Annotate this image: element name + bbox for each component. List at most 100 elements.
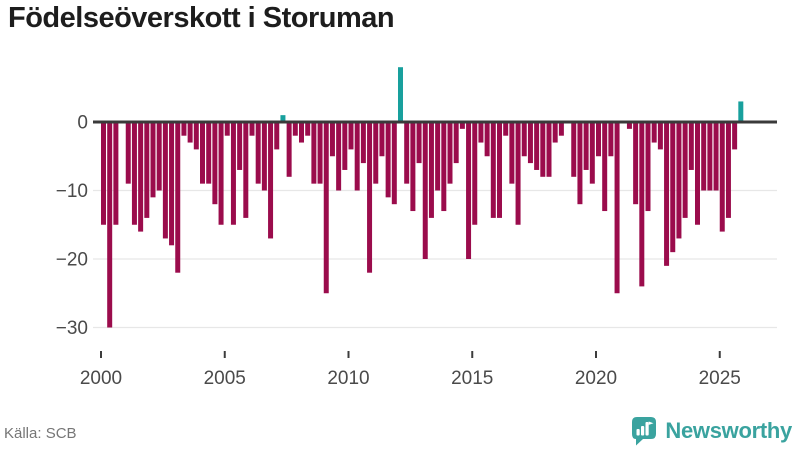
bar-2009-Q1: [323, 122, 329, 294]
bar-2025-Q2: [725, 122, 731, 218]
bar-2018-Q1: [546, 122, 552, 177]
bar-2024-Q4: [713, 122, 719, 191]
bar-2003-Q2: [181, 122, 187, 136]
bar-2005-Q2: [230, 122, 236, 225]
source-text: Källa: SCB: [4, 425, 77, 442]
bar-2011-Q3: [385, 122, 391, 198]
bar-2010-Q3: [360, 122, 366, 164]
bar-2008-Q4: [317, 122, 323, 184]
bar-2020-Q3: [608, 122, 614, 157]
bar-2014-Q3: [459, 122, 465, 129]
bar-2001-Q3: [138, 122, 144, 232]
x-axis-label: 2020: [575, 368, 617, 389]
bar-2007-Q3: [286, 122, 292, 177]
bar-2016-Q1: [497, 122, 502, 218]
bar-2011-Q4: [391, 122, 397, 205]
bar-2014-Q2: [453, 122, 459, 164]
brand-name: Newsworthy: [665, 418, 792, 443]
y-axis-label: −10: [56, 181, 88, 202]
bar-2023-Q2: [676, 122, 682, 239]
bar-2020-Q1: [596, 122, 601, 157]
bar-2005-Q3: [237, 122, 243, 170]
bar-2008-Q1: [299, 122, 304, 143]
bar-2012-Q3: [410, 122, 416, 212]
bar-2002-Q3: [162, 122, 168, 239]
bar-2015-Q4: [490, 122, 496, 218]
bar-2021-Q3: [633, 122, 639, 205]
bar-2006-Q3: [261, 122, 267, 191]
bar-2002-Q4: [169, 122, 175, 246]
bar-2016-Q3: [509, 122, 515, 184]
bar-2017-Q3: [534, 122, 540, 170]
bar-2012-Q1: [398, 67, 403, 122]
bar-2001-Q1: [125, 122, 131, 184]
x-axis-label: 2005: [204, 368, 246, 389]
bar-2019-Q2: [577, 122, 583, 205]
bar-2015-Q1: [472, 122, 478, 225]
bar-2007-Q4: [292, 122, 298, 136]
bar-2012-Q4: [416, 122, 422, 164]
bar-2017-Q2: [527, 122, 533, 164]
bar-2003-Q1: [175, 122, 181, 273]
bar-2009-Q3: [336, 122, 342, 191]
newsworthy-logo[interactable]: Newsworthy: [631, 416, 792, 446]
bar-2009-Q2: [329, 122, 335, 157]
bar-2022-Q1: [645, 122, 651, 212]
bar-2021-Q2: [626, 122, 632, 129]
bar-2019-Q1: [571, 122, 577, 177]
bar-2018-Q2: [552, 122, 558, 143]
bar-2000-Q1: [101, 122, 106, 225]
y-axis-label: −30: [56, 318, 88, 339]
bar-2004-Q1: [200, 122, 205, 184]
bar-2014-Q4: [466, 122, 472, 259]
bar-2002-Q1: [150, 122, 156, 198]
logo-bar-medium: [641, 426, 645, 436]
bar-2020-Q2: [602, 122, 608, 212]
bar-2022-Q4: [664, 122, 670, 266]
bar-2018-Q3: [558, 122, 564, 136]
bar-2013-Q1: [422, 122, 428, 259]
logo-bar-tall: [645, 422, 650, 436]
bar-2020-Q4: [614, 122, 620, 294]
bar-2003-Q4: [193, 122, 199, 150]
x-axis-label: 2000: [80, 368, 122, 389]
bar-2005-Q1: [224, 122, 230, 136]
bar-2005-Q4: [243, 122, 249, 218]
bar-2006-Q1: [249, 122, 255, 136]
bar-2009-Q4: [342, 122, 348, 170]
bar-2014-Q1: [447, 122, 453, 184]
bar-2000-Q2: [107, 122, 113, 328]
bar-2002-Q2: [156, 122, 162, 191]
logo-bar-short: [636, 429, 641, 436]
bar-2008-Q2: [305, 122, 311, 136]
bar-2021-Q4: [639, 122, 645, 287]
newsworthy-badge-icon: [632, 417, 657, 446]
bar-2023-Q4: [688, 122, 694, 170]
bar-2006-Q4: [268, 122, 274, 239]
bar-2011-Q1: [373, 122, 379, 184]
bar-2010-Q2: [354, 122, 360, 191]
bar-2010-Q1: [348, 122, 354, 150]
bar-2025-Q1: [719, 122, 725, 232]
bar-2007-Q1: [274, 122, 280, 150]
bar-2015-Q2: [478, 122, 484, 143]
bar-2017-Q4: [540, 122, 546, 177]
bar-2019-Q4: [589, 122, 595, 184]
x-axis-label: 2015: [451, 368, 493, 389]
bar-2017-Q1: [521, 122, 527, 157]
bar-2007-Q2: [280, 115, 286, 122]
bar-2016-Q4: [515, 122, 521, 225]
bar-2004-Q3: [212, 122, 218, 205]
bar-2016-Q2: [503, 122, 509, 136]
chart-title: Födelseöverskott i Storuman: [8, 2, 395, 34]
y-axis-label: 0: [77, 113, 88, 134]
bar-2006-Q2: [255, 122, 261, 184]
bar-2023-Q1: [670, 122, 676, 253]
bar-2013-Q4: [441, 122, 447, 212]
logo-flag: [649, 421, 654, 425]
bar-2001-Q4: [144, 122, 150, 218]
bar-2022-Q2: [651, 122, 657, 143]
bar-2025-Q3: [732, 122, 738, 150]
bar-2024-Q2: [701, 122, 707, 191]
bar-2004-Q2: [206, 122, 212, 184]
